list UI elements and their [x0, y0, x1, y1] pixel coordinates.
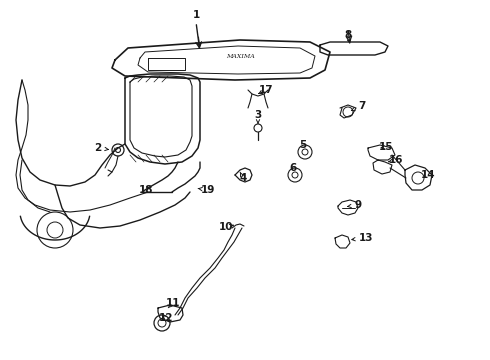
Text: 5: 5 [299, 140, 307, 150]
Text: 2: 2 [95, 143, 101, 153]
Text: 13: 13 [359, 233, 373, 243]
Text: 8: 8 [344, 30, 352, 40]
Text: 16: 16 [389, 155, 403, 165]
Text: MAXIMA: MAXIMA [225, 54, 254, 59]
Text: 9: 9 [354, 200, 362, 210]
Text: 18: 18 [139, 185, 153, 195]
Text: 14: 14 [421, 170, 435, 180]
Text: 4: 4 [239, 173, 246, 183]
Text: 11: 11 [166, 298, 180, 308]
Text: 19: 19 [201, 185, 215, 195]
Text: 10: 10 [219, 222, 233, 232]
Text: 17: 17 [259, 85, 273, 95]
Text: 3: 3 [254, 110, 262, 120]
Text: 6: 6 [290, 163, 296, 173]
Text: 15: 15 [379, 142, 393, 152]
Text: 7: 7 [358, 101, 366, 111]
Text: 1: 1 [193, 10, 199, 20]
Text: 12: 12 [159, 313, 173, 323]
